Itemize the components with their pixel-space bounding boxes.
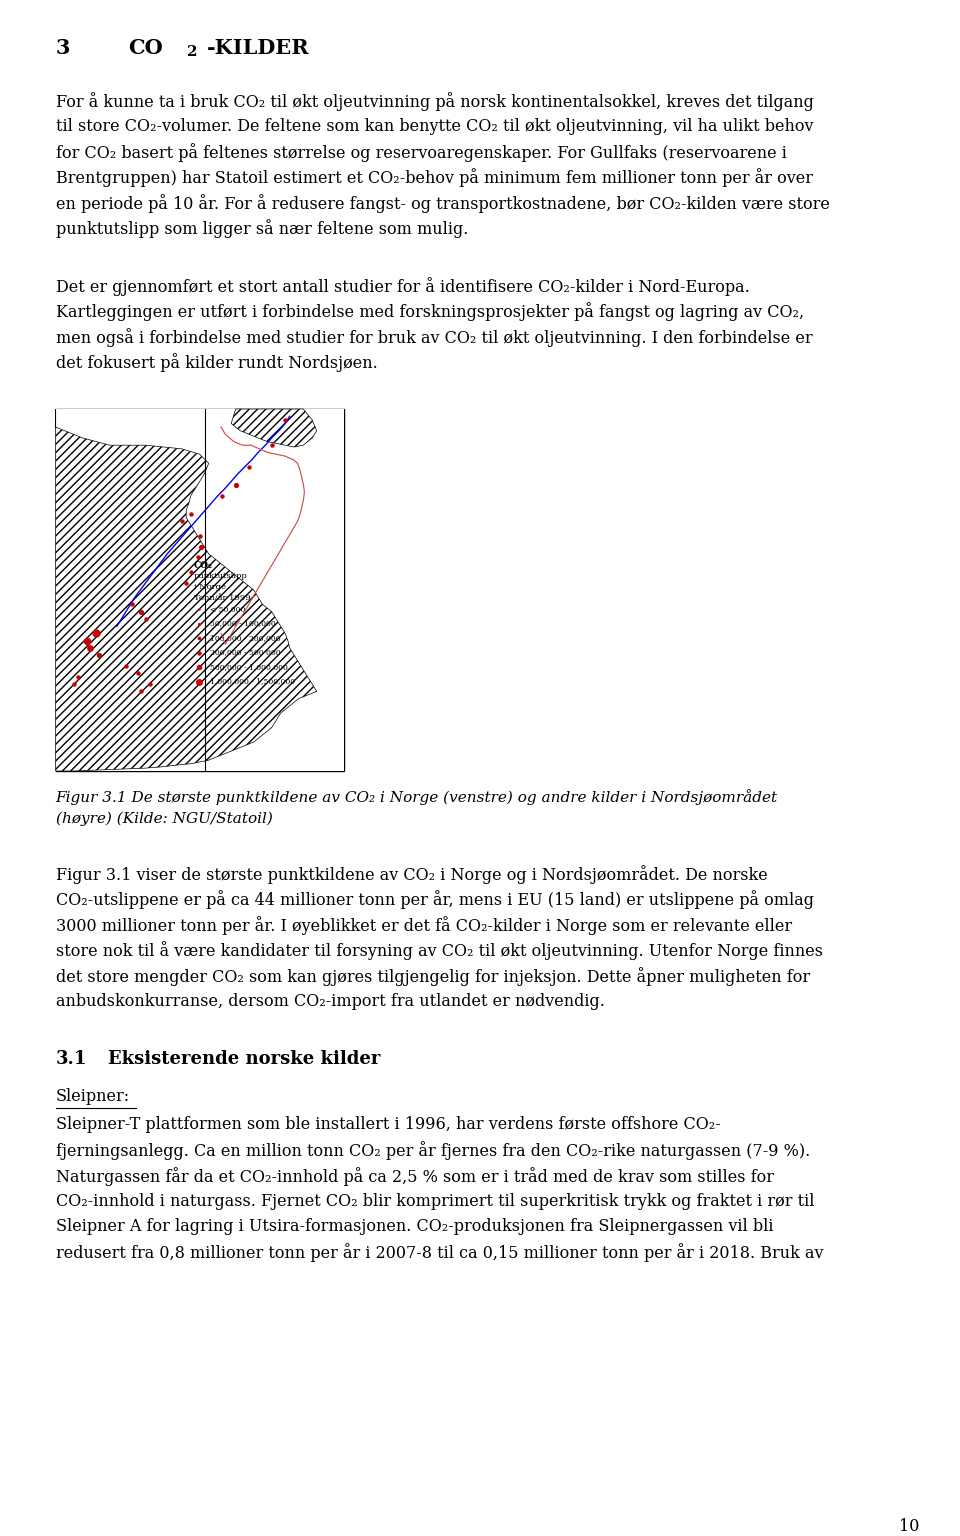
- Text: Sleipner-T plattformen som ble installert i 1996, har verdens første offshore CO: Sleipner-T plattformen som ble installer…: [56, 1117, 720, 1134]
- Polygon shape: [56, 409, 317, 771]
- Text: 10: 10: [900, 1518, 920, 1534]
- Text: fjerningsanlegg. Ca en million tonn CO₂ per år fjernes fra den CO₂-rike naturgas: fjerningsanlegg. Ca en million tonn CO₂ …: [56, 1141, 810, 1160]
- Text: men også i forbindelse med studier for bruk av CO₂ til økt oljeutvinning. I den : men også i forbindelse med studier for b…: [56, 329, 812, 347]
- Text: Figur 3.1 viser de største punktkildene av CO₂ i Norge og i Nordsjøområdet. De n: Figur 3.1 viser de største punktkildene …: [56, 865, 767, 883]
- Text: CO₂-innhold i naturgass. Fjernet CO₂ blir komprimert til superkritisk trykk og f: CO₂-innhold i naturgass. Fjernet CO₂ bli…: [56, 1192, 814, 1209]
- Text: Eksisterende norske kilder: Eksisterende norske kilder: [108, 1051, 380, 1068]
- Text: det store mengder CO₂ som kan gjøres tilgjengelig for injeksjon. Dette åpner mul: det store mengder CO₂ som kan gjøres til…: [56, 968, 810, 986]
- Text: Det er gjennomført et stort antall studier for å identifisere CO₂-kilder i Nord-: Det er gjennomført et stort antall studi…: [56, 276, 750, 296]
- Text: < 50,000: < 50,000: [209, 605, 245, 613]
- Text: Figur 3.1 De største punktkildene av CO₂ i Norge (venstre) og andre kilder i Nor: Figur 3.1 De største punktkildene av CO₂…: [56, 790, 778, 805]
- Polygon shape: [231, 409, 317, 447]
- Text: 3: 3: [56, 38, 70, 58]
- Bar: [56, 409, 344, 771]
- Text: for CO₂ basert på feltenes størrelse og reservoaregenskaper. For Gullfaks (reser: for CO₂ basert på feltenes størrelse og …: [56, 143, 786, 161]
- Text: CO: CO: [128, 38, 162, 58]
- Text: punktutslipp som ligger så nær feltene som mulig.: punktutslipp som ligger så nær feltene s…: [56, 220, 468, 238]
- Text: (høyre) (Kilde: NGU/Statoil): (høyre) (Kilde: NGU/Statoil): [56, 813, 273, 826]
- Text: i Norge: i Norge: [194, 584, 226, 591]
- Bar: [56, 409, 344, 771]
- Text: Sleipner A for lagring i Utsira-formasjonen. CO₂-produksjonen fra Sleipnergassen: Sleipner A for lagring i Utsira-formasjo…: [56, 1218, 773, 1235]
- Text: 1,000,000 - 1,500,000: 1,000,000 - 1,500,000: [209, 677, 295, 685]
- Text: Sleipner:: Sleipner:: [56, 1087, 130, 1104]
- Text: punktutslipp: punktutslipp: [194, 571, 248, 581]
- Text: 500,000 - 1,000,000: 500,000 - 1,000,000: [209, 664, 288, 671]
- Text: det fokusert på kilder rundt Nordsjøen.: det fokusert på kilder rundt Nordsjøen.: [56, 353, 377, 372]
- Text: -KILDER: -KILDER: [206, 38, 309, 58]
- Text: anbudskonkurranse, dersom CO₂-import fra utlandet er nødvendig.: anbudskonkurranse, dersom CO₂-import fra…: [56, 992, 605, 1009]
- Text: Brentgruppen) har Statoil estimert et CO₂-behov på minimum fem millioner tonn pe: Brentgruppen) har Statoil estimert et CO…: [56, 169, 813, 187]
- Text: Kartleggingen er utført i forbindelse med forskningsprosjekter på fangst og lagr: Kartleggingen er utført i forbindelse me…: [56, 303, 804, 321]
- Text: 3.1: 3.1: [56, 1051, 87, 1068]
- Text: 3000 millioner tonn per år. I øyeblikket er det få CO₂-kilder i Norge som er rel: 3000 millioner tonn per år. I øyeblikket…: [56, 915, 792, 935]
- Text: en periode på 10 år. For å redusere fangst- og transportkostnadene, bør CO₂-kild: en periode på 10 år. For å redusere fang…: [56, 194, 829, 214]
- Text: til store CO₂-volumer. De feltene som kan benytte CO₂ til økt oljeutvinning, vil: til store CO₂-volumer. De feltene som ka…: [56, 117, 813, 135]
- Text: store nok til å være kandidater til forsyning av CO₂ til økt oljeutvinning. Uten: store nok til å være kandidater til fors…: [56, 942, 823, 960]
- Text: 100,000 - 200,000: 100,000 - 200,000: [209, 634, 280, 642]
- Text: For å kunne ta i bruk CO₂ til økt oljeutvinning på norsk kontinentalsokkel, krev: For å kunne ta i bruk CO₂ til økt oljeut…: [56, 92, 813, 111]
- Text: CO₂-utslippene er på ca 44 millioner tonn per år, mens i EU (15 land) er utslipp: CO₂-utslippene er på ca 44 millioner ton…: [56, 891, 814, 909]
- Text: 50,000 - 100,000: 50,000 - 100,000: [209, 619, 276, 628]
- Text: Naturgassen får da et CO₂-innhold på ca 2,5 % som er i tråd med de krav som stil: Naturgassen får da et CO₂-innhold på ca …: [56, 1167, 774, 1186]
- Text: 200,000 - 500 000: 200,000 - 500 000: [209, 648, 280, 656]
- Text: 2: 2: [186, 45, 197, 58]
- Text: Tonn/år 1999: Tonn/år 1999: [194, 594, 251, 602]
- Text: redusert fra 0,8 millioner tonn per år i 2007-8 til ca 0,15 millioner tonn per å: redusert fra 0,8 millioner tonn per år i…: [56, 1244, 823, 1263]
- Text: CO₂: CO₂: [194, 561, 213, 570]
